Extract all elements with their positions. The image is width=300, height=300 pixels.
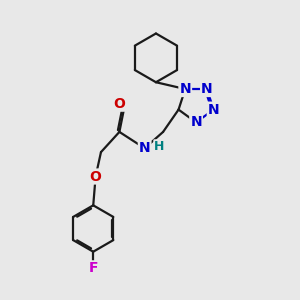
Text: N: N [190,116,202,129]
Text: O: O [113,97,125,111]
Text: O: O [90,169,102,184]
Text: N: N [179,82,191,96]
Text: N: N [201,82,213,96]
Text: N: N [139,141,151,155]
Text: N: N [208,103,219,117]
Text: H: H [154,140,165,153]
Text: F: F [88,261,98,275]
